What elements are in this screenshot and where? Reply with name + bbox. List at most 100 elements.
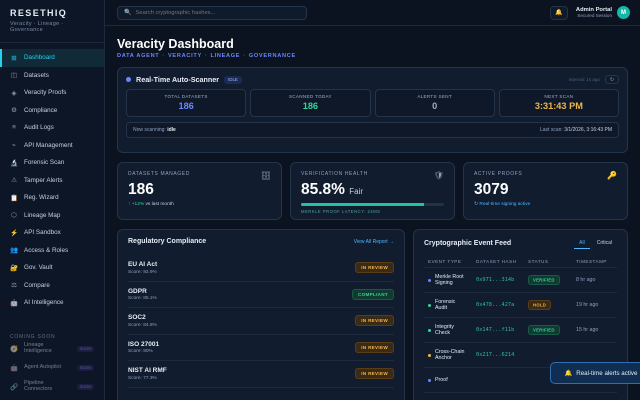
lightning-icon: ⚡ — [10, 229, 19, 237]
soon-badge: SOON — [76, 384, 94, 390]
microscope-icon: 🔬 — [10, 159, 19, 167]
sidebar-item-reg-wizard[interactable]: 📋 Reg. Wizard — [0, 189, 104, 207]
tab-critical[interactable]: Critical — [596, 240, 612, 246]
stat-value: 0 — [432, 101, 438, 111]
search-box[interactable]: 🔍 — [117, 5, 307, 20]
compliance-row[interactable]: NIST AI RMF Score: 77.3% IN REVIEW — [128, 361, 394, 388]
soon-badge: SOON — [76, 365, 94, 371]
latency-caption: MERKLE PROOF LATENCY: 24MS — [301, 209, 381, 214]
soon-item-label: Pipeline Connectors — [24, 380, 53, 392]
brand: RESETHIQ Veracity · Lineage · Governance — [0, 0, 104, 43]
brand-tagline: Veracity · Lineage · Governance — [10, 21, 64, 33]
table-row[interactable]: Forensic Audit 0x478...427a HOLD 19 hr ago — [424, 292, 617, 318]
sidebar-item-veracity-proofs[interactable]: ◈ Veracity Proofs — [0, 84, 104, 102]
compliance-row[interactable]: GDPR Score: 85.1% COMPLIANT — [128, 282, 394, 308]
grid-icon: ⊞ — [11, 54, 17, 62]
search-input[interactable] — [135, 9, 300, 16]
panel-title: Regulatory Compliance — [128, 238, 207, 245]
breadcrumb: DATA AGENT · VERACITY · LINEAGE · GOVERNANCE — [117, 53, 296, 59]
dataset-hash — [472, 367, 524, 393]
sidebar-item-compliance[interactable]: ⚙ Compliance — [0, 102, 104, 120]
warning-icon: ⚠ — [11, 177, 17, 185]
now-scanning-value: idle — [167, 127, 176, 133]
event-type-label: Cross-Chain Anchor — [435, 349, 465, 361]
table-row[interactable]: Cross-Chain Anchor 0x217...6214 — [424, 342, 617, 368]
sidebar-item-label: API Sandbox — [24, 229, 61, 237]
card-sub: ↻ Real-time signing active — [474, 202, 531, 207]
table-row[interactable]: Merkle Root Signing 0x971...314b VERIFIED 8… — [424, 267, 617, 293]
status-cell — [524, 342, 572, 368]
health-progress-fill — [301, 203, 424, 206]
auto-scanner-panel: Real-Time Auto-Scanner IDLE Interval: 1s… — [117, 67, 628, 153]
event-type-label: Merkle Root Signing — [435, 274, 464, 286]
sidebar-item-label: Compare — [24, 281, 50, 289]
framework-name: NIST AI RMF — [128, 367, 167, 374]
status-cell: VERIFIED — [524, 317, 572, 343]
sidebar-item-lineage-map[interactable]: ⬡ Lineage Map — [0, 207, 104, 225]
sidebar-item-forensic-scan[interactable]: 🔬 Forensic Scan — [0, 154, 104, 172]
health-card[interactable]: VERIFICATION HEALTH 🛡 85.8% Fair MERKLE … — [290, 162, 455, 220]
sidebar-item-access-roles[interactable]: 👥 Access & Roles — [0, 242, 104, 260]
sidebar-item-ai-intelligence[interactable]: 🤖 AI Intelligence — [0, 294, 104, 312]
refresh-button[interactable]: ↻ — [605, 75, 619, 84]
list-icon: ≡ — [12, 124, 16, 132]
soon-badge: SOON — [76, 346, 94, 352]
sidebar-item-api-management[interactable]: ⌁ API Management — [0, 137, 104, 155]
event-table-body: Merkle Root Signing 0x971...314b VERIFIED 8… — [424, 267, 617, 393]
panel-title: Cryptographic Event Feed — [424, 240, 512, 247]
last-scan: Last scan: 3/1/2026, 3:16:43 PM — [540, 127, 612, 133]
database-icon: ◫ — [10, 72, 18, 80]
sidebar-item-dashboard[interactable]: ⊞ Dashboard — [0, 49, 104, 67]
crumb-item: GOVERNANCE — [248, 53, 296, 59]
scanner-stat: NEXT SCAN 3:31:43 PM — [498, 89, 619, 117]
lock-icon: 🔐 — [10, 264, 19, 272]
framework-score: Score: 85.1% — [128, 296, 157, 301]
refresh-icon: ↻ — [609, 76, 615, 83]
sidebar-item-api-sandbox[interactable]: ⚡ API Sandbox — [0, 224, 104, 242]
sidebar-item-label: API Management — [24, 141, 73, 149]
notifications-button[interactable]: 🔔 — [549, 5, 568, 20]
coming-soon-item: 🔗 Pipeline Connectors SOON — [0, 378, 104, 397]
avatar[interactable]: M — [617, 6, 630, 19]
sidebar-item-compare[interactable]: ⚖ Compare — [0, 277, 104, 295]
realtime-alerts-toast[interactable]: 🔔 Real-time alerts active — [550, 362, 640, 384]
key-icon: 🔑 — [607, 171, 617, 180]
coming-soon-item: 📜RegulatorySOON — [0, 397, 104, 400]
event-type: Cross-Chain Anchor — [428, 349, 468, 361]
status-badge: IN REVIEW — [355, 262, 394, 274]
soon-icon: 🧭 — [10, 346, 19, 353]
event-type-cell: Proof — [424, 367, 472, 393]
page-title: Veracity Dashboard — [117, 37, 234, 51]
event-type-cell: Cross-Chain Anchor — [424, 342, 472, 368]
compliance-info: EU AI Act Score: 92.9% — [128, 261, 157, 275]
compliance-list: EU AI Act Score: 92.9% IN REVIEW GDPR Score:… — [128, 255, 394, 388]
view-all-link[interactable]: View All Report → — [353, 238, 394, 245]
logo[interactable]: RESETHIQ — [10, 8, 68, 18]
scanner-stat: TOTAL DATASETS 186 — [126, 89, 247, 117]
sidebar-item-tamper-alerts[interactable]: ⚠ Tamper Alerts — [0, 172, 104, 190]
compliance-row[interactable]: ISO 27001 Score: 80% IN REVIEW — [128, 335, 394, 361]
tab-all[interactable]: All — [574, 238, 590, 249]
event-type-label: Forensic Audit — [435, 299, 456, 311]
panel-header: Cryptographic Event Feed All Critical — [424, 238, 617, 249]
topbar: 🔍 🔔 Admin Portal Secured Session M — [105, 0, 640, 26]
scan-interval: Interval: 1s ago — [568, 77, 600, 82]
feed-tabs: All Critical — [574, 238, 617, 249]
sidebar-item-label: Tamper Alerts — [24, 176, 63, 184]
compliance-row[interactable]: EU AI Act Score: 92.9% IN REVIEW — [128, 255, 394, 282]
sidebar-item-datasets[interactable]: ◫ Datasets — [0, 67, 104, 85]
compliance-row[interactable]: SOC2 Score: 84.8% IN REVIEW — [128, 308, 394, 335]
sidebar-nav: ⊞ Dashboard ◫ Datasets ◈ Veracity Proofs ⚙ Comp… — [0, 43, 104, 312]
datasets-card[interactable]: DATASETS MANAGED 🗄 186 ↑ +12% vs last mo… — [117, 162, 282, 220]
gear-icon: ⚙ — [11, 107, 17, 115]
user-menu[interactable]: Admin Portal Secured Session M — [576, 6, 630, 19]
scale-icon: ⚖ — [11, 282, 17, 290]
sidebar-item-gov-vault[interactable]: 🔐 Gov. Vault — [0, 259, 104, 277]
status-cell: VERIFIED — [524, 267, 572, 293]
event-table: EVENT TYPE DATASET HASH STATUS TIMESTAMP… — [424, 259, 617, 393]
card-label: DATASETS MANAGED — [128, 171, 190, 177]
proofs-card[interactable]: ACTIVE PROOFS 🔑 3079 ↻ Real-time signing… — [463, 162, 628, 220]
table-row[interactable]: Integrity Check 0x147...f11b VERIFIED 15 hr… — [424, 317, 617, 343]
sidebar-item-audit-logs[interactable]: ≡ Audit Logs — [0, 119, 104, 137]
coming-soon-list: 🧭 Lineage Intelligence SOON 🤖 Agent Autopilo… — [0, 340, 104, 400]
